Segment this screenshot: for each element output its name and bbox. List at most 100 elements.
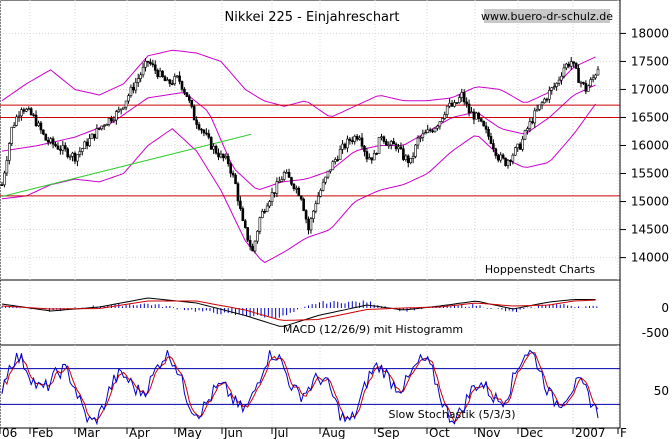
price-bar: [68, 156, 72, 158]
trendline: [1, 133, 252, 197]
price-bar: [419, 137, 422, 139]
price-bar: [443, 114, 447, 119]
price-bar: [370, 157, 374, 161]
price-bar: [153, 64, 157, 71]
price-bar: [256, 230, 259, 242]
price-bar: [423, 132, 427, 135]
price-bar: [324, 176, 327, 183]
price-bar: [307, 218, 310, 231]
price-bar: [377, 136, 381, 154]
y-tick-label: 18000: [631, 26, 669, 40]
x-axis-ticks: 06 Feb Mar Apr May Jun Jul Aug Sep Oct Nov Dec 2007 F: [0, 426, 627, 439]
source-badge: [484, 9, 610, 23]
price-bar: [319, 190, 322, 197]
price-bar: [178, 75, 181, 82]
price-bar: [382, 136, 386, 142]
x-tick-label: Dec: [520, 426, 543, 439]
price-bar: [531, 121, 534, 124]
price-bar: [205, 132, 208, 135]
price-bar: [535, 109, 539, 112]
price-bar: [448, 102, 451, 107]
price-bar: [5, 160, 9, 174]
price-bar: [460, 92, 464, 98]
price-bar: [545, 98, 549, 101]
price-bar: [134, 82, 138, 91]
price-bar: [37, 122, 40, 127]
price-bar: [594, 74, 597, 79]
price-bar: [538, 104, 541, 110]
price-bar: [170, 83, 174, 85]
macd-label: MACD (12/26/9) mit Histogramm: [283, 323, 463, 336]
price-bar: [246, 227, 249, 241]
price-bar: [129, 86, 133, 96]
price-bar: [3, 172, 6, 186]
price-bar: [482, 120, 485, 127]
price-bar: [273, 192, 276, 194]
y-tick-label: 14000: [631, 251, 669, 265]
price-bar: [479, 118, 483, 122]
source-url[interactable]: www.buero-dr-schulz.de: [481, 10, 613, 23]
price-bar: [543, 98, 546, 104]
price-bar: [12, 125, 16, 128]
price-bar: [122, 106, 125, 110]
price-bar: [83, 141, 87, 149]
price-bar: [472, 111, 476, 120]
price-bar: [207, 133, 211, 138]
price-bar: [363, 145, 366, 152]
chart-title: Nikkei 225 - Einjahreschart: [225, 10, 400, 25]
price-bar: [494, 148, 498, 156]
stochastic-label: Slow Stochastik (5/3/3): [388, 408, 515, 421]
price-bar: [470, 111, 473, 114]
price-bar: [141, 66, 145, 76]
x-tick-label: Aug: [322, 426, 345, 439]
price-bar: [39, 122, 43, 131]
price-bar: [445, 105, 449, 115]
price-bar: [336, 159, 340, 161]
price-bar: [414, 144, 417, 157]
price-bar: [66, 148, 69, 158]
price-bar: [321, 181, 325, 191]
macd-y-tick-label: 0: [661, 301, 669, 315]
price-bar: [487, 129, 490, 137]
price-bar: [584, 83, 588, 92]
price-bar: [25, 108, 28, 112]
x-tick-label: Mar: [77, 426, 100, 439]
price-bar: [251, 246, 254, 252]
price-bar: [338, 148, 342, 160]
price-bar: [596, 68, 600, 76]
price-bar: [236, 183, 240, 202]
price-bar: [562, 67, 566, 77]
price-bar: [217, 152, 220, 158]
price-bar: [436, 125, 439, 129]
price-bar: [411, 156, 415, 159]
price-bar: [409, 157, 412, 163]
price-bar: [112, 119, 116, 122]
price-bar: [506, 160, 510, 166]
price-bar: [61, 145, 65, 151]
price-bar: [341, 143, 344, 150]
x-tick-label: May: [177, 426, 202, 439]
y-tick-label: 15000: [631, 195, 669, 209]
price-bar: [234, 174, 237, 185]
price-bar: [316, 195, 320, 205]
price-bar: [509, 160, 512, 162]
price-bar: [540, 102, 544, 106]
price-bar: [360, 137, 364, 147]
price-bars: [0, 56, 600, 254]
price-bar: [304, 210, 308, 220]
price-bar: [372, 153, 376, 161]
price-bar: [416, 137, 420, 146]
price-bar: [22, 109, 26, 112]
price-bar: [433, 127, 437, 133]
price-bar: [219, 153, 223, 158]
price-bar: [71, 152, 74, 157]
price-bar: [348, 138, 352, 141]
price-bar: [80, 148, 84, 152]
price-bar: [280, 179, 284, 182]
y-tick-label: 16000: [631, 138, 669, 152]
price-bar: [577, 68, 580, 83]
price-bar: [299, 195, 303, 200]
price-bar: [285, 171, 288, 174]
y-axis-ticks: 14000 14500 15000 15500 16000 16500 17000 17500…: [620, 26, 669, 398]
price-bar: [394, 143, 398, 150]
